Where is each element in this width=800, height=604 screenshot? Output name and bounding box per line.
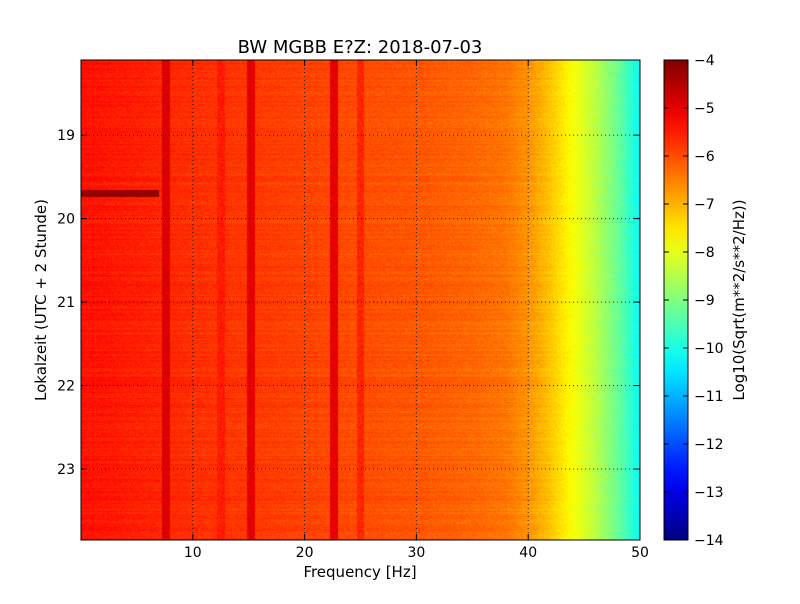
- colorbar-label: Log10(Sqrt(m**2/s**2/Hz)): [730, 199, 748, 400]
- x-axis-label: Frequency [Hz]: [303, 563, 416, 581]
- colorbar-tick-label: −11: [694, 389, 724, 405]
- colorbar-tick-label: −12: [694, 437, 724, 453]
- colorbar-tick-label: −9: [694, 293, 715, 309]
- colorbar: −4 −5 −6 −7 −8 −9 −10 −11 −12 −13 −14 Log10(Sqrt(m…: [663, 53, 748, 549]
- y-tick-label: 21: [57, 295, 75, 311]
- colorbar-tick-label: −4: [694, 53, 715, 69]
- colorbar-tick-label: −5: [694, 101, 715, 117]
- grid-lines: [81, 60, 640, 540]
- plot-frame: [80, 59, 641, 541]
- y-tick-label: 22: [57, 379, 75, 395]
- y-tick-label: 19: [57, 128, 75, 144]
- chart-title: BW MGBB E?Z: 2018-07-03: [238, 37, 483, 58]
- x-tick-label: 20: [296, 545, 314, 561]
- x-tick-label: 40: [519, 545, 537, 561]
- x-tick-label: 50: [631, 545, 649, 561]
- y-tick-label: 20: [57, 212, 75, 228]
- colorbar-tick-label: −14: [694, 533, 724, 549]
- colorbar-tick-label: −8: [694, 245, 715, 261]
- spectrogram-heatmap: [81, 60, 640, 540]
- y-axis-label: Lokalzeit (UTC + 2 Stunde): [32, 199, 50, 401]
- colorbar-tick-label: −6: [694, 149, 715, 165]
- plot-area: 10 20 30 40 50 19 20 21 22 23: [57, 59, 649, 561]
- x-tick-label: 10: [184, 545, 202, 561]
- x-tick-label: 30: [407, 545, 425, 561]
- colorbar-tick-label: −10: [694, 341, 724, 357]
- colorbar-tick-label: −7: [694, 197, 715, 213]
- colorbar-tick-label: −13: [694, 485, 724, 501]
- x-axis-ticks: 10 20 30 40 50: [184, 60, 649, 561]
- colorbar-ticks: −4 −5 −6 −7 −8 −9 −10 −11 −12 −13 −14: [664, 53, 724, 549]
- y-tick-label: 23: [57, 462, 75, 478]
- y-axis-ticks: 19 20 21 22 23: [57, 128, 640, 478]
